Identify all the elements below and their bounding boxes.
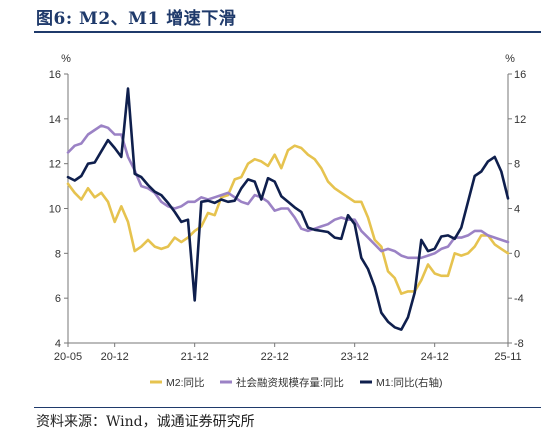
series-lines [66, 87, 510, 331]
right-tick-label: 0 [514, 248, 520, 260]
legend-label-m1: M1:同比(右轴) [376, 376, 443, 389]
x-tick-label: 22-12 [261, 351, 289, 363]
source-rule [34, 407, 541, 408]
left-tick-label: 10 [49, 204, 61, 216]
x-tick-label: 23-12 [341, 351, 369, 363]
left-tick-label: 16 [49, 69, 61, 81]
left-tick-label: 12 [49, 159, 61, 171]
title-rule [34, 31, 541, 33]
right-tick-label: 12 [514, 114, 526, 126]
source-note: 资料来源：Wind，诚通证券研究所 [36, 414, 255, 430]
series-line-m1 [66, 87, 510, 331]
right-tick-label: 8 [514, 159, 520, 171]
right-axis: -8 -4 0 4 8 12 16% [505, 53, 526, 350]
x-tick-label: 20-12 [101, 351, 129, 363]
right-tick-label: 16 [514, 69, 526, 81]
right-tick-label: -4 [514, 293, 524, 305]
x-tick-label: 24-12 [421, 351, 449, 363]
right-unit-label: % [505, 53, 515, 65]
right-tick-label: -8 [514, 338, 524, 350]
legend-label-m2: M2:同比 [166, 376, 205, 389]
right-tick-label: 4 [514, 204, 520, 216]
legend-label-tsf: 社会融资规模存量:同比 [236, 376, 344, 389]
series-line-m2 [66, 144, 510, 296]
chart: 4 6 8 10 12 14 16% -8 -4 0 4 8 12 16% 20-05 20-12 21-1… [49, 53, 527, 389]
left-tick-label: 8 [55, 248, 61, 260]
legend: M2:同比 社会融资规模存量:同比 M1:同比(右轴) [150, 376, 443, 389]
x-tick-label: 20-05 [54, 351, 82, 363]
left-tick-label: 14 [49, 114, 61, 126]
x-axis: 20-05 20-12 21-12 22-12 23-12 24-12 25-11 [54, 342, 522, 363]
chart-title: 图6: M2、M1 增速下滑 [36, 9, 237, 29]
x-tick-label: 21-12 [181, 351, 209, 363]
left-unit-label: % [61, 53, 71, 65]
x-tick-label: 25-11 [494, 351, 521, 363]
series-line-tsf [66, 124, 510, 260]
left-axis: 4 6 8 10 12 14 16% [49, 53, 71, 350]
left-tick-label: 4 [55, 338, 61, 350]
left-tick-label: 6 [55, 293, 61, 305]
